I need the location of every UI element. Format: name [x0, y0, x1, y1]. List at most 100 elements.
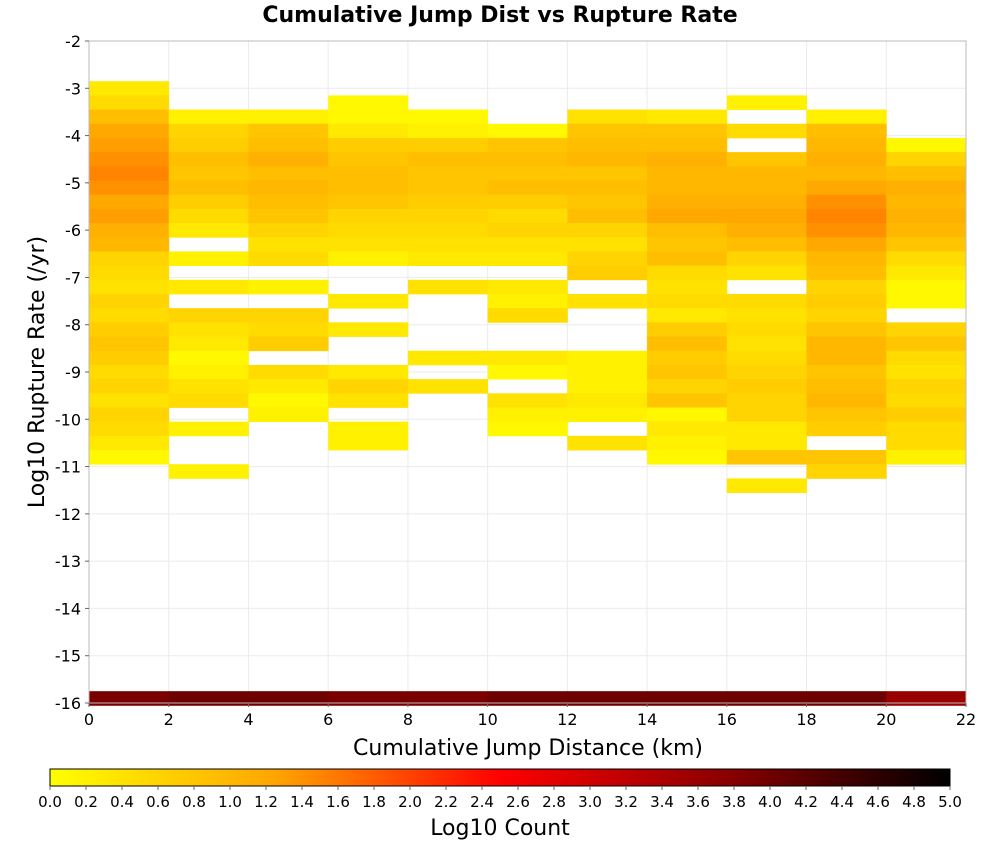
heatmap-cell	[487, 123, 568, 139]
heatmap-cell	[248, 336, 329, 352]
heatmap-cell	[328, 223, 409, 238]
heatmap-cell	[647, 336, 728, 352]
y-axis-ticks: -2 -3 -4 -5 -6 -7 -8 -9 -10 -11 -12 -13 -14 -15 -16	[55, 32, 89, 713]
heatmap-cell	[806, 464, 887, 479]
y-tick-label: -14	[55, 599, 81, 618]
heatmap-cell	[487, 407, 568, 423]
heatmap-cell	[487, 293, 568, 309]
heatmap-cell	[328, 208, 409, 224]
heatmap-cell	[248, 308, 329, 323]
heatmap-cell	[647, 194, 728, 210]
heatmap-cell	[647, 152, 728, 167]
heatmap-cell	[647, 279, 728, 295]
heatmap-cell	[647, 223, 728, 238]
heatmap-cell	[487, 137, 568, 153]
heatmap-cell	[487, 180, 568, 196]
heatmap-cell	[647, 393, 728, 408]
heatmap-cell	[886, 421, 967, 437]
heatmap-cell	[806, 279, 887, 295]
heatmap-cell	[89, 322, 170, 337]
heatmap-cell	[407, 350, 489, 366]
heatmap-cell	[806, 308, 887, 323]
heatmap-cell	[89, 336, 170, 352]
heatmap-cell	[806, 137, 887, 153]
heatmap-cell	[806, 251, 887, 267]
heatmap-cell	[886, 407, 967, 423]
heatmap-cell	[89, 152, 170, 167]
heatmap-cell	[487, 237, 568, 252]
x-tick-label: 22	[956, 710, 976, 729]
heatmap-cell	[567, 166, 648, 181]
y-axis-label: Log10 Rupture Rate (/yr)	[25, 236, 50, 508]
heatmap-cell	[886, 279, 967, 295]
heatmap-cell	[647, 322, 728, 337]
heatmap-cell	[328, 194, 409, 210]
heatmap-cell	[168, 421, 249, 437]
heatmap-cell	[487, 223, 568, 238]
heatmap-cell	[89, 364, 170, 380]
heatmap-cell	[567, 137, 648, 153]
heatmap-cell	[168, 166, 249, 181]
heatmap-cell	[647, 450, 728, 465]
heatmap-cell	[328, 293, 409, 309]
colorbar-tick-label: 2.4	[470, 793, 494, 811]
heatmap-cell	[567, 194, 648, 210]
heatmap-cell	[407, 237, 489, 252]
heatmap-cell	[89, 251, 170, 267]
heatmap-cell	[886, 322, 967, 337]
heatmap-cell	[726, 435, 807, 451]
heatmap-cell	[567, 350, 648, 366]
heatmap-cell	[328, 691, 409, 706]
heatmap-cell	[248, 137, 329, 153]
y-tick-label: -7	[65, 268, 81, 287]
heatmap-cell	[806, 223, 887, 238]
colorbar-tick-label: 5.0	[938, 793, 962, 811]
heatmap-cell	[89, 350, 170, 366]
y-tick-label: -9	[65, 363, 81, 382]
heatmap-cells	[89, 81, 967, 706]
heatmap-cell	[168, 180, 249, 196]
heatmap-cell	[168, 464, 249, 479]
heatmap-cell	[407, 166, 489, 181]
heatmap-cell	[567, 208, 648, 224]
heatmap-cell	[487, 691, 568, 706]
x-tick-label: 14	[637, 710, 657, 729]
heatmap-cell	[647, 137, 728, 153]
heatmap-cell	[487, 194, 568, 210]
heatmap-cell	[407, 223, 489, 238]
heatmap-cell	[407, 208, 489, 224]
heatmap-cell	[407, 691, 489, 706]
heatmap-cell	[248, 223, 329, 238]
heatmap-cell	[567, 293, 648, 309]
y-tick-label: -16	[55, 694, 81, 713]
heatmap-cell	[806, 364, 887, 380]
heatmap-cell	[89, 407, 170, 423]
heatmap-cell	[726, 194, 807, 210]
colorbar-ticks: 0.0 0.2 0.4 0.6 0.8 1.0 1.2 1.4 1.6 1.8 2.0 2.2 2.4 2…	[38, 786, 962, 811]
heatmap-cell	[886, 166, 967, 181]
colorbar-tick-label: 4.6	[866, 793, 890, 811]
colorbar-tick-label: 4.8	[902, 793, 926, 811]
heatmap-cell	[89, 109, 170, 125]
heatmap-cell	[89, 123, 170, 139]
heatmap-cell	[567, 251, 648, 267]
y-tick-label: -6	[65, 221, 81, 240]
heatmap-cell	[248, 109, 329, 125]
colorbar-tick-label: 4.4	[830, 793, 854, 811]
colorbar-tick-label: 2.6	[506, 793, 530, 811]
y-tick-label: -4	[65, 127, 81, 146]
heatmap-cell	[647, 364, 728, 380]
y-tick-label: -2	[65, 32, 81, 51]
heatmap-cell	[726, 223, 807, 238]
heatmap-cell	[726, 322, 807, 337]
heatmap-cell	[726, 421, 807, 437]
y-tick-label: -10	[55, 410, 81, 429]
chart-title: Cumulative Jump Dist vs Rupture Rate	[262, 3, 737, 28]
heatmap-cell	[886, 251, 967, 267]
y-tick-label: -8	[65, 316, 81, 335]
heatmap-cell	[487, 364, 568, 380]
heatmap-cell	[407, 152, 489, 167]
heatmap-cell	[328, 109, 409, 125]
heatmap-cell	[89, 95, 170, 110]
heatmap-cell	[806, 407, 887, 423]
